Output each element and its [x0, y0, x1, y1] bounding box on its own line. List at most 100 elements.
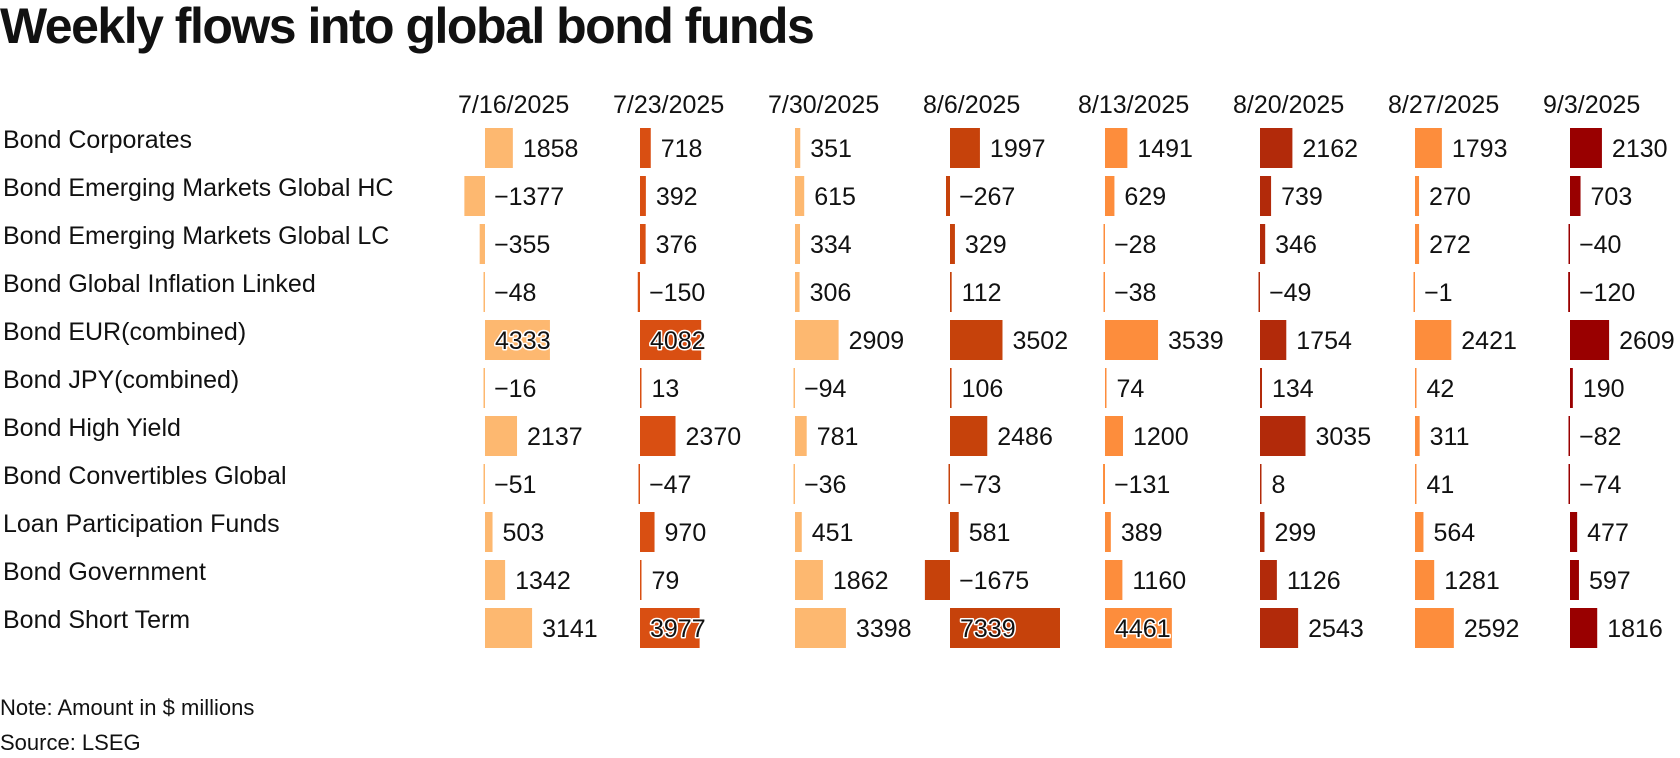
- value-label: 329: [965, 231, 1007, 259]
- value-label: 718: [661, 135, 703, 163]
- value-bar: [1415, 608, 1454, 648]
- value-bar: [1105, 128, 1128, 168]
- value-label: 4461: [1115, 615, 1171, 643]
- value-label: −36: [804, 471, 846, 499]
- value-bar: [1413, 272, 1415, 312]
- value-label: 272: [1429, 231, 1471, 259]
- value-bar: [637, 272, 640, 312]
- value-bar: [1103, 464, 1105, 504]
- value-label: 392: [656, 183, 698, 211]
- value-label: 13: [652, 375, 680, 403]
- value-label: 615: [814, 183, 856, 211]
- value-bar: [950, 272, 952, 312]
- value-label: 351: [810, 135, 852, 163]
- value-label: 1862: [833, 567, 889, 595]
- chart-title: Weekly flows into global bond funds: [0, 0, 815, 54]
- value-bar: [1260, 512, 1265, 552]
- value-bar: [1260, 176, 1272, 216]
- value-label: −51: [494, 471, 536, 499]
- value-bar: [795, 224, 801, 264]
- value-label: 3141: [542, 615, 598, 643]
- value-bar: [1103, 224, 1105, 264]
- value-bar: [1260, 464, 1262, 504]
- column-header: 7/30/2025: [768, 91, 879, 119]
- row-label: Bond Emerging Markets Global HC: [3, 174, 393, 202]
- value-bar: [640, 320, 702, 360]
- value-bar: [485, 320, 550, 360]
- value-bar: [1415, 320, 1452, 360]
- value-bar: [1570, 320, 1610, 360]
- value-label: −1377: [494, 183, 564, 211]
- value-label: 477: [1587, 519, 1629, 547]
- column-header: 7/16/2025: [458, 91, 569, 119]
- value-bar: [793, 368, 795, 408]
- note-text: Note: Amount in $ millions: [0, 695, 255, 720]
- row-label: Bond Emerging Markets Global LC: [3, 222, 389, 250]
- row-label: Bond Convertibles Global: [3, 462, 287, 490]
- value-label: 270: [1429, 183, 1471, 211]
- value-bar: [795, 320, 839, 360]
- value-label: 41: [1427, 471, 1455, 499]
- value-bar: [1105, 512, 1111, 552]
- value-label: 581: [969, 519, 1011, 547]
- value-bar: [485, 416, 518, 456]
- value-bar: [1105, 608, 1172, 648]
- value-bar: [1415, 416, 1420, 456]
- value-bar: [950, 128, 980, 168]
- value-label: 1816: [1607, 615, 1663, 643]
- value-bar: [1260, 224, 1266, 264]
- value-bar: [948, 464, 950, 504]
- row-label: Bond JPY(combined): [3, 366, 239, 394]
- value-bar: [1260, 416, 1306, 456]
- value-label: 106: [962, 375, 1004, 403]
- value-bar: [485, 128, 513, 168]
- value-bar: [464, 176, 485, 216]
- row-label: Loan Participation Funds: [3, 510, 280, 538]
- value-label: 8: [1272, 471, 1286, 499]
- value-label: 112: [962, 279, 1002, 307]
- value-label: 564: [1433, 519, 1475, 547]
- row-label: Bond Government: [3, 558, 206, 586]
- value-bar: [795, 176, 805, 216]
- value-label: 503: [503, 519, 545, 547]
- value-label: 1997: [990, 135, 1046, 163]
- value-label: −1675: [959, 567, 1029, 595]
- value-label: 134: [1272, 375, 1314, 403]
- value-label: 2609: [1619, 327, 1675, 355]
- value-bar: [640, 512, 655, 552]
- value-bar: [950, 368, 952, 408]
- row-label: Bond Corporates: [3, 126, 192, 154]
- value-label: 3398: [856, 615, 912, 643]
- value-label: 1160: [1132, 567, 1186, 595]
- value-bar: [1260, 608, 1299, 648]
- value-label: −49: [1269, 279, 1311, 307]
- value-label: −355: [494, 231, 550, 259]
- column-header: 8/20/2025: [1233, 91, 1344, 119]
- value-label: −94: [804, 375, 847, 403]
- value-bar: [1415, 224, 1420, 264]
- value-label: −73: [959, 471, 1001, 499]
- value-bar: [640, 224, 646, 264]
- value-bar: [1105, 560, 1123, 600]
- value-label: 1858: [523, 135, 579, 163]
- value-bar: [1415, 176, 1420, 216]
- column-header: 8/13/2025: [1078, 91, 1189, 119]
- value-label: 4333: [495, 327, 551, 355]
- value-bar: [1105, 416, 1123, 456]
- value-label: 1754: [1296, 327, 1352, 355]
- value-bar: [640, 416, 676, 456]
- value-label: 79: [652, 567, 680, 595]
- value-label: −38: [1114, 279, 1156, 307]
- value-bar: [638, 464, 640, 504]
- value-bar: [1260, 368, 1263, 408]
- value-label: 3977: [650, 615, 706, 643]
- value-label: −40: [1579, 231, 1621, 259]
- value-label: 1342: [515, 567, 571, 595]
- column-header: 9/3/2025: [1543, 91, 1640, 119]
- value-bar: [640, 560, 642, 600]
- value-label: 739: [1281, 183, 1323, 211]
- value-bar: [1260, 320, 1287, 360]
- value-bar: [485, 512, 493, 552]
- value-bar: [483, 464, 485, 504]
